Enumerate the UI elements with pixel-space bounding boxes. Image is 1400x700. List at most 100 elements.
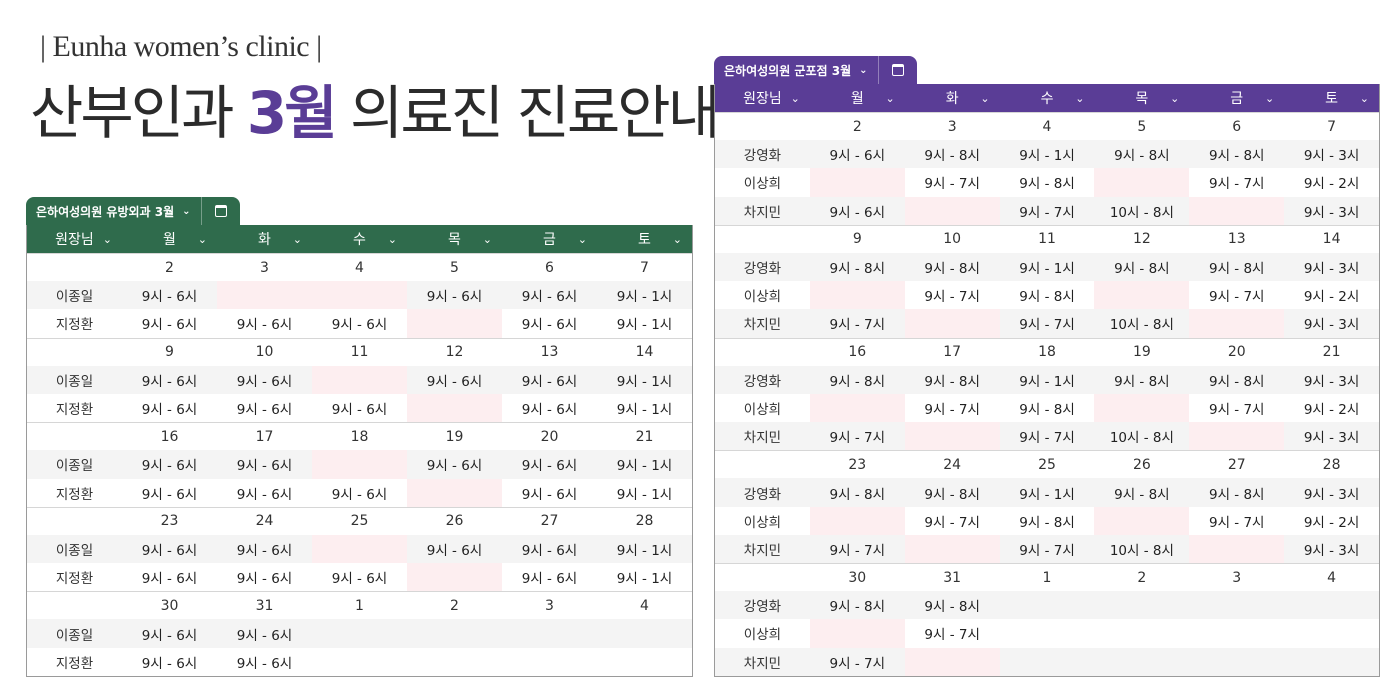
date-cell: 17 [255,428,274,445]
hours-cell [312,281,407,310]
hours-cell [312,534,407,564]
doctor-name: 이종일 [55,458,94,475]
chevron-down-icon: ⌄ [1359,91,1370,105]
hours-cell: 9시 - 7시 [829,317,886,334]
date-cell: 24 [943,456,962,473]
hours-cell: 9시 - 3시 [1303,542,1360,559]
hours-cell: 9시 - 6시 [236,317,293,334]
hours-cell [1284,648,1379,676]
header-day[interactable]: 토 ⌄ [597,225,692,253]
chevron-down-icon: ⌄ [292,232,302,246]
hours-cell [1284,619,1379,647]
hours-cell: 9시 - 1시 [616,402,673,419]
header-day[interactable]: 월 ⌄ [810,84,905,112]
hours-cell [809,168,905,197]
doctor-row: 이종일 9시 - 6시 9시 - 6시 9시 - 6시 9시 - 6시 9시 - 1시 [27,534,692,564]
hours-cell: 10시 - 8시 [1109,542,1174,559]
hours-cell: 9시 - 2시 [1303,514,1360,531]
header-doctor[interactable]: 원장님 ⌄ [715,84,810,112]
hours-cell: 9시 - 8시 [1114,148,1170,165]
hours-cell [809,281,905,310]
hours-cell: 9시 - 1시 [1019,373,1075,390]
date-cell: 4 [1042,118,1052,135]
header-day[interactable]: 토 ⌄ [1284,84,1379,112]
header-day[interactable]: 수 ⌄ [1000,84,1095,112]
date-row: 16 17 18 19 20 21 [715,337,1379,366]
date-row: 23 24 25 26 27 28 [27,506,692,535]
doctor-row: 강영화 9시 - 8시 9시 - 8시 9시 - 1시 9시 - 8시 9시 - 8시 9시… [715,252,1379,282]
hours-cell [597,648,692,676]
hours-cell: 9시 - 6시 [829,204,886,221]
header-label: 목 [1135,91,1149,107]
date-cell: 10 [255,344,274,361]
date-cell: 11 [350,344,369,361]
hours-cell: 9시 - 7시 [1208,401,1265,418]
doctor-name: 이상희 [743,289,782,306]
hours-cell: 9시 - 8시 [1208,261,1265,278]
header-doctor[interactable]: 원장님 ⌄ [27,225,122,253]
date-cell: 2 [165,259,174,276]
date-row-spacer [715,339,810,366]
hours-cell: 9시 - 2시 [1303,289,1360,306]
doctor-row: 차지민 9시 - 6시 9시 - 7시 10시 - 8시 9시 - 3시 [715,196,1379,225]
hours-cell [1189,196,1285,225]
date-cell: 3 [260,259,269,276]
date-row-spacer [27,592,122,619]
calendar-button[interactable] [877,56,917,84]
doctor-row: 이종일 9시 - 6시 9시 - 6시 9시 - 6시 9시 - 1시 [27,281,692,310]
schedule-grid: 원장님 ⌄ 월 ⌄ 화 ⌄ 수 ⌄ 목 ⌄ 금 ⌄ 토 ⌄ 2 3 4 5 6 7 강영화 9시 - 6시 9시 - 8시… [714,84,1380,677]
header-label: 토 [638,232,651,248]
header-day[interactable]: 목 ⌄ [407,225,502,253]
title-suffix: 의료진 진료안내 [334,79,721,147]
calendar-tab[interactable]: 은하여성의원 유방외과 3월 ⌄ [26,197,201,225]
hours-cell: 9시 - 6시 [236,402,293,419]
hours-cell: 9시 - 8시 [829,373,886,390]
title-prefix: 산부인과 [30,79,247,147]
date-cell: 18 [350,428,369,445]
hours-cell: 9시 - 8시 [924,261,980,278]
header-day[interactable]: 목 ⌄ [1094,84,1189,112]
hours-cell: 9시 - 6시 [236,486,293,503]
header-day[interactable]: 금 ⌄ [1189,84,1284,112]
hours-cell: 9시 - 7시 [924,176,980,193]
doctor-row: 차지민 9시 - 7시 [715,647,1379,676]
doctor-row: 차지민 9시 - 7시 9시 - 7시 10시 - 8시 9시 - 3시 [715,422,1379,451]
hours-cell: 9시 - 6시 [141,289,198,306]
hours-cell [904,196,1000,225]
calendar-button[interactable] [200,197,240,225]
title-month: 3월 [246,79,338,147]
doctor-row: 강영화 9시 - 8시 9시 - 8시 9시 - 1시 9시 - 8시 9시 - 8시 9시… [715,478,1379,507]
hours-cell [312,450,407,479]
hours-cell: 9시 - 8시 [829,261,886,278]
date-cell: 18 [1038,344,1056,361]
chevron-down-icon: ⌄ [672,232,682,246]
doctor-row: 이종일 9시 - 6시 9시 - 6시 9시 - 6시 9시 - 6시 9시 - 1시 [27,365,692,394]
calendar-tab[interactable]: 은하여성의원 군포점 3월 ⌄ [714,56,878,84]
hours-cell [407,648,502,676]
date-cell: 11 [1038,231,1056,248]
hours-cell: 9시 - 3시 [1303,373,1360,390]
header-day[interactable]: 화 ⌄ [905,84,1000,112]
schedule-body: 2 3 4 5 6 7 이종일 9시 - 6시 9시 - 6시 9시 - 6시 9시 - 1시 지정환… [27,253,692,676]
date-cell: 27 [1227,456,1246,473]
date-cell: 7 [640,259,649,276]
hours-cell: 9시 - 7시 [1019,317,1075,334]
doctor-name: 지정환 [55,571,94,588]
hours-cell: 9시 - 6시 [331,402,388,419]
hours-cell [407,309,502,338]
date-cell: 25 [1038,456,1056,473]
chevron-down-icon: ⌄ [885,91,895,105]
doctor-name: 지정환 [55,655,94,672]
hours-cell: 9시 - 8시 [1019,176,1075,193]
header-day[interactable]: 수 ⌄ [312,225,407,253]
hours-cell: 9시 - 3시 [1303,430,1360,447]
hours-cell: 9시 - 3시 [1303,204,1360,221]
hours-cell [1189,534,1285,563]
header-day[interactable]: 금 ⌄ [502,225,597,253]
doctor-row: 이상희 9시 - 7시 9시 - 8시 9시 - 7시 9시 - 2시 [715,281,1379,310]
date-row-spacer [27,508,122,535]
header-day[interactable]: 화 ⌄ [217,225,312,253]
date-cell: 9 [852,231,862,248]
header-day[interactable]: 월 ⌄ [122,225,217,253]
